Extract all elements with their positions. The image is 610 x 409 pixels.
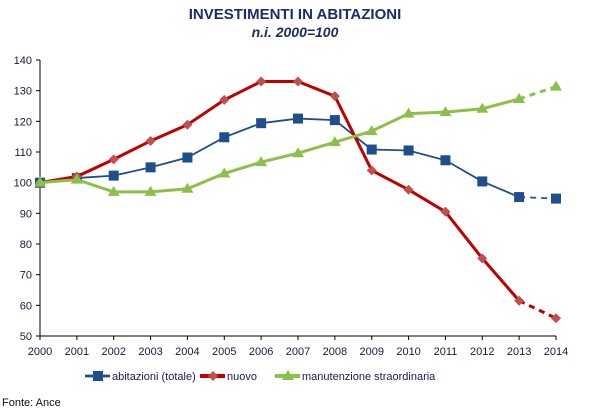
point-abitazioni-totale: [366, 144, 377, 155]
y-tick-label: 100: [14, 178, 32, 190]
point-abitazioni-totale: [182, 152, 193, 163]
point-abitazioni-totale: [219, 132, 230, 143]
legend-label-manutenzione-straordinaria: manutenzione straordinaria: [302, 371, 436, 383]
legend-marker-abitazioni-totale: [93, 371, 103, 381]
x-tick-label: 2001: [65, 346, 89, 358]
point-manutenzione-straordinaria: [476, 102, 489, 113]
point-nuovo: [145, 135, 156, 146]
point-nuovo: [551, 313, 561, 324]
x-tick-label: 2012: [470, 346, 494, 358]
point-nuovo: [329, 91, 340, 102]
point-abitazioni-totale: [514, 192, 525, 203]
series-line-dashed-abitazioni-totale: [519, 196, 557, 200]
x-tick-label: 2011: [434, 346, 458, 358]
point-abitazioni-totale: [108, 170, 119, 181]
point-nuovo: [182, 119, 193, 130]
point-abitazioni-totale: [440, 155, 451, 166]
series-line-abitazioni-totale: [39, 117, 520, 198]
point-manutenzione-straordinaria: [439, 106, 452, 117]
point-manutenzione-straordinaria: [292, 147, 304, 158]
x-tick-label: 2005: [212, 346, 236, 358]
y-tick-label: 110: [14, 147, 32, 159]
x-tick-label: 2008: [323, 346, 347, 358]
x-tick-label: 2013: [507, 346, 531, 358]
point-nuovo: [219, 94, 230, 105]
legend-marker-nuovo: [208, 371, 218, 381]
point-nuovo: [256, 76, 267, 87]
point-manutenzione-straordinaria: [255, 156, 268, 167]
series-line-dashed-manutenzione-straordinaria: [518, 85, 557, 101]
legend-label-nuovo: nuovo: [227, 371, 257, 383]
y-tick-label: 50: [20, 331, 32, 343]
y-tick-label: 130: [14, 86, 32, 98]
point-abitazioni-totale: [256, 118, 267, 129]
point-abitazioni-totale: [329, 115, 340, 126]
x-tick-label: 2009: [359, 346, 383, 358]
series-line-manutenzione-straordinaria: [39, 97, 520, 194]
x-tick-label: 2004: [175, 346, 199, 358]
legend-marker-manutenzione-straordinaria: [282, 370, 294, 380]
point-abitazioni-totale: [551, 193, 561, 204]
point-abitazioni-totale: [477, 176, 488, 187]
point-abitazioni-totale: [403, 145, 414, 156]
x-tick-label: 2006: [249, 346, 273, 358]
point-nuovo: [477, 253, 488, 264]
point-manutenzione-straordinaria: [402, 107, 415, 118]
point-manutenzione-straordinaria: [218, 167, 231, 178]
x-tick-label: 2002: [101, 346, 125, 358]
source-note: Fonte: Ance: [2, 397, 61, 409]
point-manutenzione-straordinaria: [144, 185, 157, 196]
chart-title: INVESTIMENTI IN ABITAZIONI: [188, 6, 402, 23]
point-nuovo: [293, 76, 303, 87]
point-manutenzione-straordinaria: [328, 136, 341, 147]
y-tick-label: 70: [20, 270, 32, 282]
y-tick-label: 140: [14, 55, 32, 67]
point-manutenzione-straordinaria: [70, 173, 83, 184]
point-manutenzione-straordinaria: [181, 182, 194, 193]
x-tick-label: 2007: [286, 346, 310, 358]
point-nuovo: [366, 165, 377, 176]
point-nuovo: [108, 154, 119, 165]
point-manutenzione-straordinaria: [550, 80, 562, 91]
point-manutenzione-straordinaria: [107, 185, 120, 196]
y-tick-label: 80: [20, 239, 32, 251]
point-abitazioni-totale: [145, 162, 156, 173]
point-nuovo: [403, 184, 414, 195]
series-line-dashed-nuovo: [518, 299, 557, 320]
series-line-nuovo: [39, 79, 521, 302]
point-abitazioni-totale: [293, 113, 303, 124]
point-nuovo: [514, 295, 525, 306]
x-tick-label: 2010: [396, 346, 420, 358]
y-tick-label: 90: [20, 208, 32, 220]
x-tick-label: 2000: [28, 346, 52, 358]
point-manutenzione-straordinaria: [365, 125, 378, 136]
point-nuovo: [440, 206, 451, 217]
point-manutenzione-straordinaria: [34, 176, 46, 187]
y-tick-label: 60: [20, 300, 32, 312]
x-tick-label: 2014: [544, 346, 568, 358]
chart-subtitle: n.i. 2000=100: [251, 24, 339, 40]
legend-label-abitazioni-totale: abitazioni (totale): [112, 371, 196, 383]
x-tick-label: 2003: [138, 346, 162, 358]
y-tick-label: 120: [14, 116, 32, 128]
point-manutenzione-straordinaria: [513, 92, 526, 103]
